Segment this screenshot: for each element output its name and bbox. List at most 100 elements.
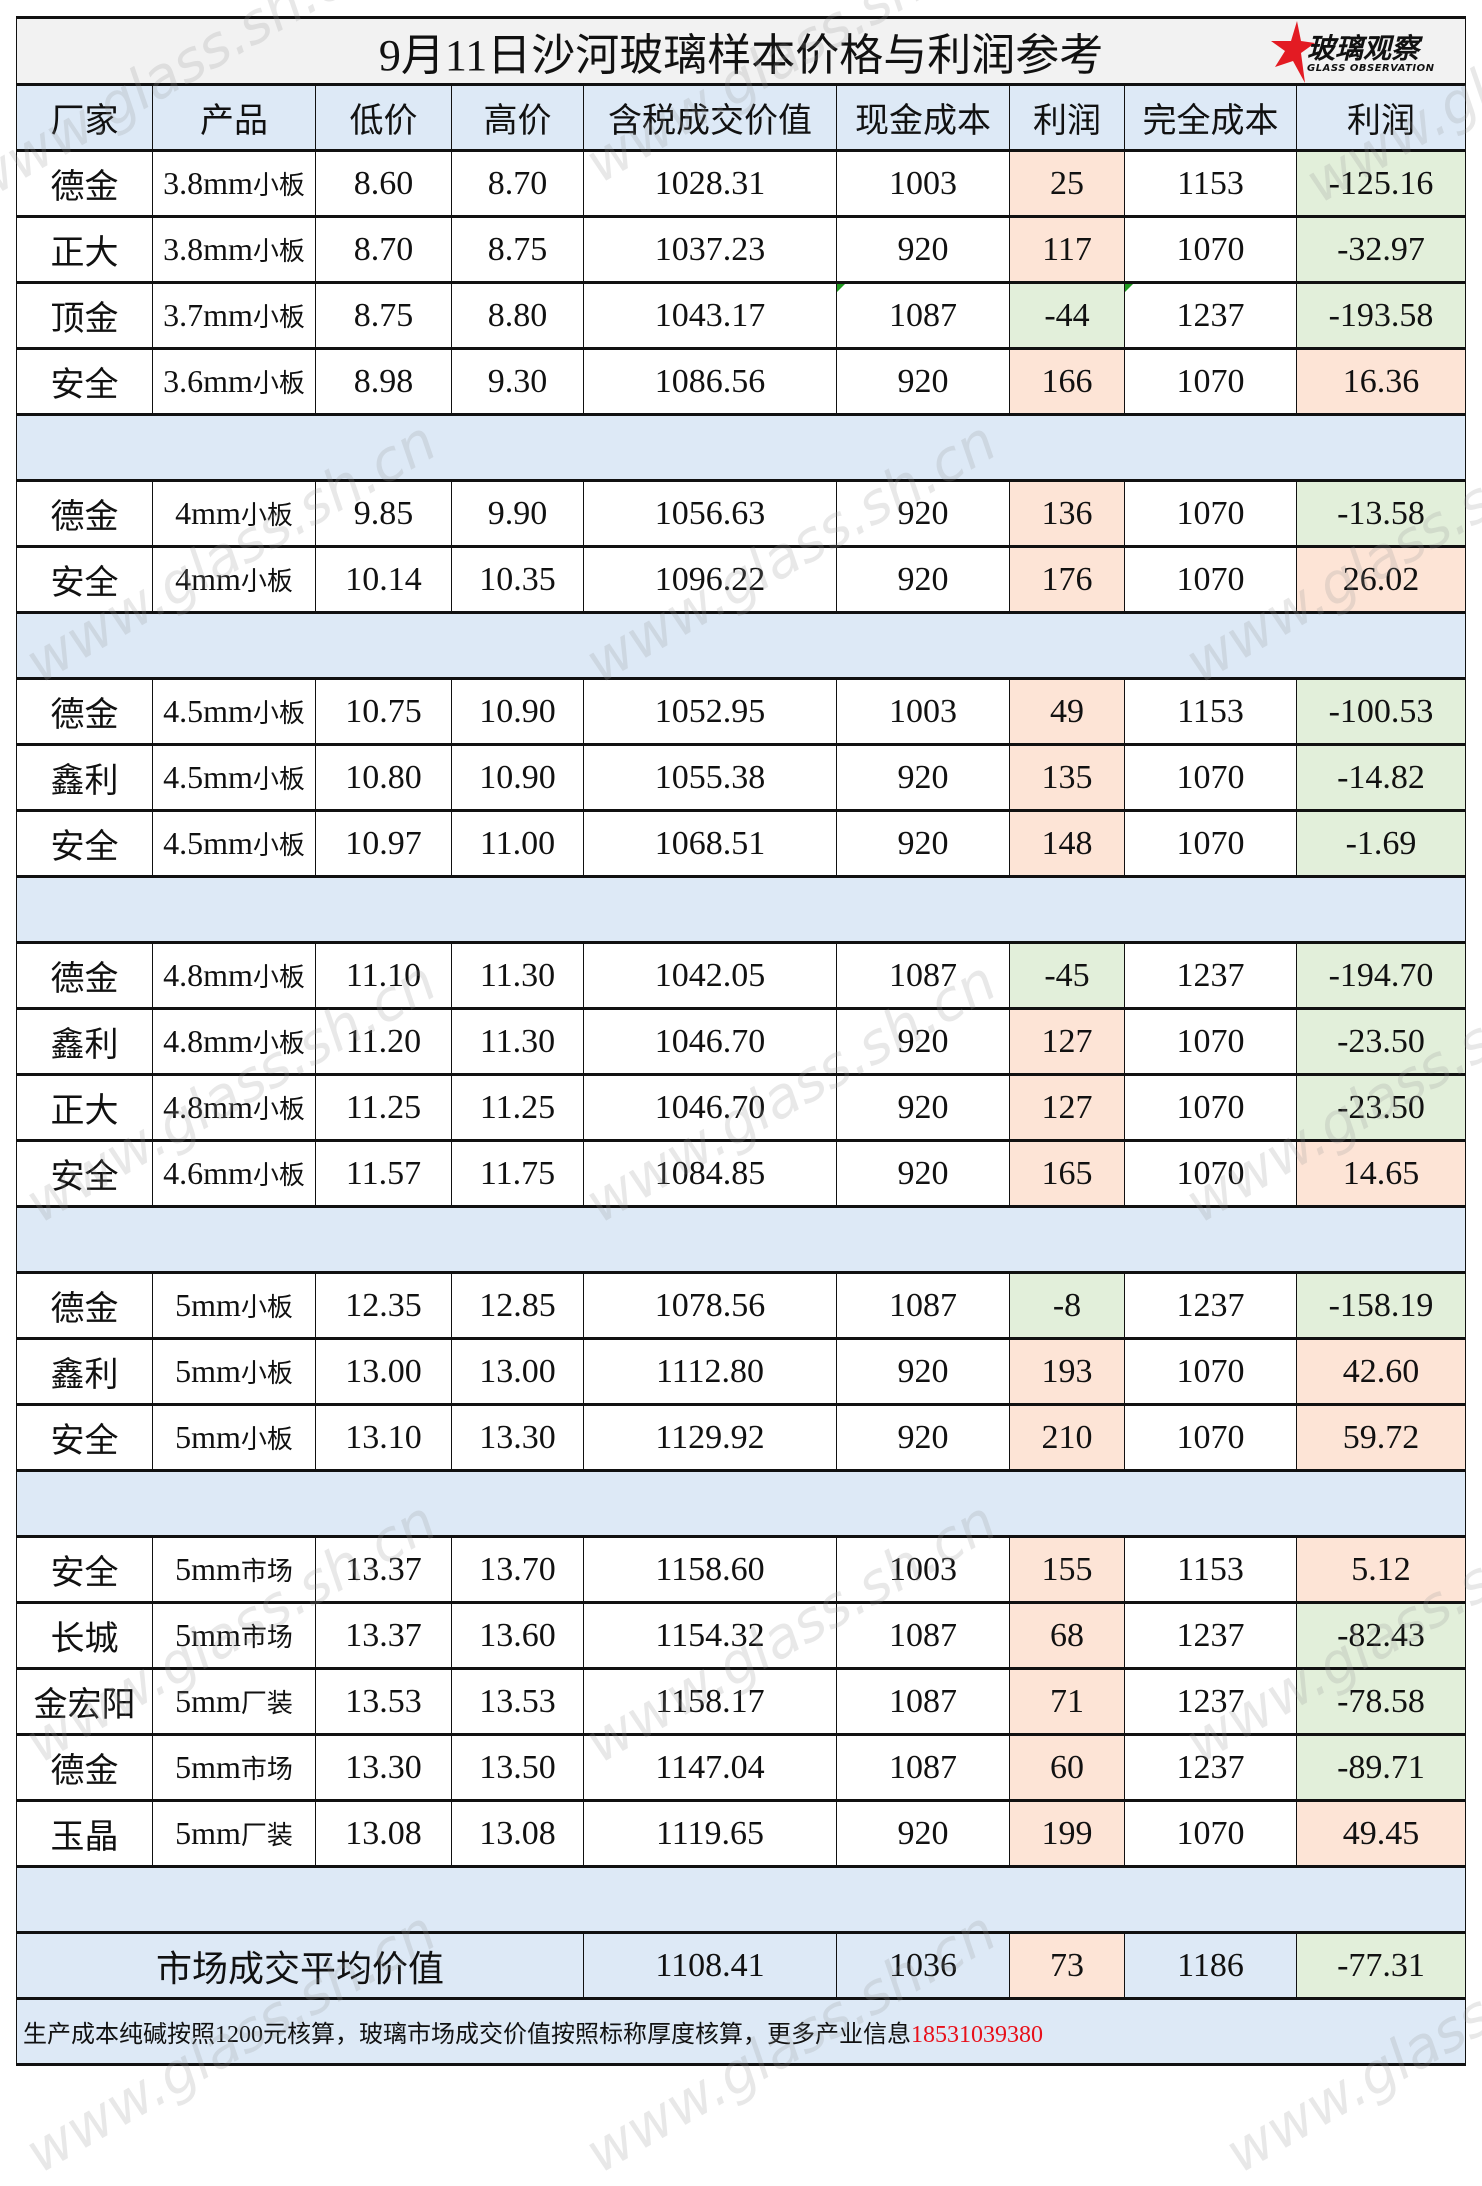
column-header: 厂家 xyxy=(16,84,153,151)
cash-cost-cell: 920 xyxy=(836,810,1010,877)
product-type: 市场 xyxy=(240,1754,293,1784)
product-size: 5mm xyxy=(175,1748,241,1785)
product-type: 小板 xyxy=(252,764,305,794)
product-cell: 4.8mm小板 xyxy=(152,1008,316,1075)
product-cell: 5mm厂装 xyxy=(152,1668,316,1735)
cash-cost-cell: 920 xyxy=(836,348,1010,415)
full-profit-cell: -194.70 xyxy=(1295,942,1467,1009)
low-price-cell: 13.37 xyxy=(315,1536,452,1603)
title-row: 9月11日沙河玻璃样本价格与利润参考 玻璃观察 GLASS OBSERVATIO… xyxy=(15,17,1467,85)
product-size: 5mm xyxy=(175,1616,241,1653)
product-cell: 5mm小板 xyxy=(152,1272,316,1339)
tax-incl-value-cell: 1119.65 xyxy=(583,1800,837,1867)
high-price-cell: 13.30 xyxy=(451,1404,584,1471)
logo-en: GLASS OBSERVATION xyxy=(1307,63,1435,74)
manufacturer-cell: 长城 xyxy=(16,1602,153,1669)
cash-profit-cell: 49 xyxy=(1009,678,1125,745)
cash-cost-cell: 1003 xyxy=(836,678,1010,745)
full-cost-cell: 1070 xyxy=(1124,1140,1297,1207)
cash-cost-cell: 1087 xyxy=(836,942,1010,1009)
column-header: 现金成本 xyxy=(836,84,1010,151)
full-cost-cell: 1237 xyxy=(1124,942,1297,1009)
comment-marker-icon xyxy=(837,284,845,292)
tax-incl-value-cell: 1052.95 xyxy=(583,678,837,745)
low-price-cell: 10.97 xyxy=(315,810,452,877)
full-cost-cell: 1070 xyxy=(1124,1008,1297,1075)
table-row: 德金 4.5mm小板 10.75 10.90 1052.95 1003 49 1153 -100… xyxy=(16,678,1467,745)
full-cost-cell: 1070 xyxy=(1124,216,1297,283)
full-cost-cell: 1070 xyxy=(1124,1338,1297,1405)
low-price-cell: 10.80 xyxy=(315,744,452,811)
product-type: 小板 xyxy=(252,302,305,332)
low-price-cell: 8.75 xyxy=(315,282,452,349)
table-row: 安全 4.5mm小板 10.97 11.00 1068.51 920 148 1070 -1.6… xyxy=(16,810,1467,877)
low-price-cell: 9.85 xyxy=(315,480,452,547)
full-profit-cell: -82.43 xyxy=(1295,1602,1467,1669)
high-price-cell: 13.70 xyxy=(451,1536,584,1603)
manufacturer-cell: 鑫利 xyxy=(16,1338,153,1405)
table-row: 安全 3.6mm小板 8.98 9.30 1086.56 920 166 1070 16.36 xyxy=(16,348,1467,415)
footer-row: 生产成本纯碱按照1200元核算，玻璃市场成交价值按照标称厚度核算，更多产业信息1… xyxy=(15,1998,1467,2065)
product-size: 3.8mm xyxy=(163,230,253,267)
high-price-cell: 12.85 xyxy=(451,1272,584,1339)
logo: 玻璃观察 GLASS OBSERVATION xyxy=(1271,21,1461,83)
table-row: 鑫利 4.8mm小板 11.20 11.30 1046.70 920 127 1070 -23.… xyxy=(16,1008,1467,1075)
high-price-cell: 13.53 xyxy=(451,1668,584,1735)
product-type: 小板 xyxy=(240,1358,293,1388)
high-price-cell: 8.80 xyxy=(451,282,584,349)
header-row: 厂家 产品 低价 高价 含税成交价值 现金成本 利润 完全成本 利润 xyxy=(16,84,1467,151)
full-cost-cell: 1070 xyxy=(1124,810,1297,877)
cash-cost-cell: 920 xyxy=(836,546,1010,613)
table-row: 鑫利 4.5mm小板 10.80 10.90 1055.38 920 135 1070 -14.… xyxy=(16,744,1467,811)
product-type: 小板 xyxy=(240,1292,293,1322)
tax-incl-value-cell: 1158.17 xyxy=(583,1668,837,1735)
cash-cost-cell: 920 xyxy=(836,1074,1010,1141)
full-cost-cell: 1237 xyxy=(1124,1272,1297,1339)
high-price-cell: 13.08 xyxy=(451,1800,584,1867)
product-size: 5mm xyxy=(175,1550,241,1587)
manufacturer-cell: 顶金 xyxy=(16,282,153,349)
cash-cost-cell: 920 xyxy=(836,1800,1010,1867)
column-header: 含税成交价值 xyxy=(583,84,837,151)
manufacturer-cell: 德金 xyxy=(16,1734,153,1801)
low-price-cell: 11.57 xyxy=(315,1140,452,1207)
full-cost-cell: 1237 xyxy=(1124,1668,1297,1735)
product-cell: 4.6mm小板 xyxy=(152,1140,316,1207)
full-profit-cell: -158.19 xyxy=(1295,1272,1467,1339)
column-header: 利润 xyxy=(1295,84,1467,151)
manufacturer-cell: 德金 xyxy=(16,150,153,217)
cash-profit-cell: 193 xyxy=(1009,1338,1125,1405)
footer-note: 生产成本纯碱按照1200元核算，玻璃市场成交价值按照标称厚度核算，更多产业信息 xyxy=(23,2022,911,2048)
tax-incl-value-cell: 1086.56 xyxy=(583,348,837,415)
product-type: 小板 xyxy=(240,566,293,596)
product-type: 小板 xyxy=(252,1094,305,1124)
product-size: 4.8mm xyxy=(163,1022,253,1059)
product-cell: 5mm厂装 xyxy=(152,1800,316,1867)
product-size: 4.5mm xyxy=(163,758,253,795)
low-price-cell: 8.60 xyxy=(315,150,452,217)
product-cell: 5mm小板 xyxy=(152,1338,316,1405)
low-price-cell: 10.75 xyxy=(315,678,452,745)
product-type: 小板 xyxy=(252,236,305,266)
full-profit-cell: -23.50 xyxy=(1295,1074,1467,1141)
tax-incl-value-cell: 1043.17 xyxy=(583,282,837,349)
low-price-cell: 13.37 xyxy=(315,1602,452,1669)
product-type: 小板 xyxy=(252,830,305,860)
full-profit-cell: 14.65 xyxy=(1295,1140,1467,1207)
tax-incl-value-cell: 1046.70 xyxy=(583,1008,837,1075)
manufacturer-cell: 鑫利 xyxy=(16,744,153,811)
spacer-cell xyxy=(15,1470,1467,1537)
low-price-cell: 13.00 xyxy=(315,1338,452,1405)
manufacturer-cell: 安全 xyxy=(16,546,153,613)
tax-incl-value-cell: 1028.31 xyxy=(583,150,837,217)
high-price-cell: 13.60 xyxy=(451,1602,584,1669)
product-size: 4.8mm xyxy=(163,956,253,993)
low-price-cell: 11.10 xyxy=(315,942,452,1009)
spacer-cell xyxy=(15,414,1467,481)
column-header: 高价 xyxy=(451,84,584,151)
cash-cost-cell: 1087 xyxy=(836,1668,1010,1735)
high-price-cell: 8.70 xyxy=(451,150,584,217)
low-price-cell: 10.14 xyxy=(315,546,452,613)
manufacturer-cell: 金宏阳 xyxy=(16,1668,153,1735)
low-price-cell: 11.20 xyxy=(315,1008,452,1075)
